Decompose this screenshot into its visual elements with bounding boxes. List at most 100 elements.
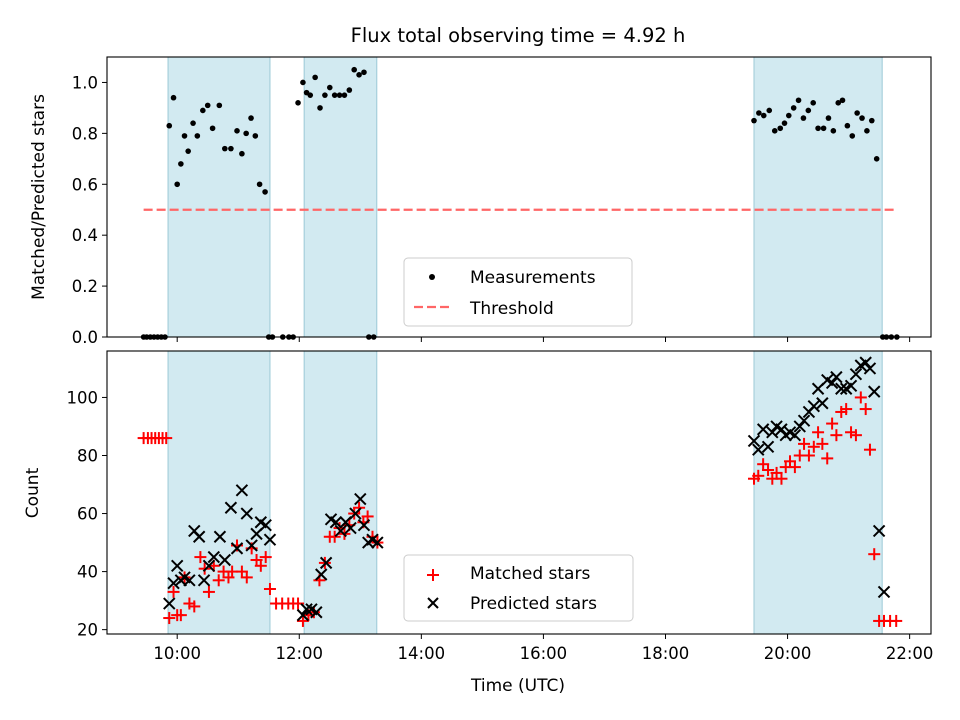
predicted-star-point [300, 603, 313, 616]
ratio-x-ticks [176, 337, 911, 342]
predicted-star-point-b [218, 553, 232, 567]
x-tick-label: 14:00 [398, 644, 446, 663]
measurement-point [234, 128, 240, 134]
predicted-star-point [213, 530, 227, 543]
observing-interval-band [303, 350, 378, 635]
predicted-star-point [197, 574, 211, 587]
observing-interval-band [167, 350, 271, 635]
measurement-point [873, 156, 880, 162]
predicted-star-point [371, 536, 384, 549]
measurement-point [185, 148, 191, 154]
predicted-star-point-b [344, 521, 357, 535]
predicted-star-point-b [235, 484, 249, 497]
predicted-star-point [259, 518, 272, 532]
matched-star-point [762, 464, 775, 477]
ratio-legend: Measurements Threshold [403, 257, 633, 327]
predicted-star-point [859, 356, 872, 369]
measurement-point [795, 97, 802, 104]
measurement-point [222, 145, 228, 152]
predicted-star-point-b [357, 518, 371, 532]
predicted-star-point-b [371, 536, 384, 549]
measurement-point [190, 120, 196, 126]
predicted-star-point-b [770, 420, 783, 433]
x-tick-label: 10:00 [153, 644, 201, 663]
measurement-point [194, 133, 201, 139]
matched-star-point [798, 437, 811, 450]
ratio-panel: 0.0 0.2 0.4 0.6 0.8 1.0 Matched/Predicted sta… [29, 56, 932, 347]
measurement-point [174, 181, 180, 188]
x-tick-label: 16:00 [520, 644, 568, 663]
matched-star-point [821, 452, 834, 465]
predicted-star-point-b [844, 379, 858, 393]
matched-legend-label: Matched stars [470, 564, 590, 584]
measurement-point [810, 100, 816, 106]
predicted-star-point-b [240, 507, 253, 520]
predicted-star-point [202, 559, 216, 572]
predicted-star-point-b [224, 501, 238, 514]
predicted-star-point-b [849, 368, 863, 381]
chart-title: Flux total observing time = 4.92 h [351, 24, 686, 47]
measurement-point [200, 107, 206, 114]
matched-star-point [160, 432, 173, 445]
measurement-point [854, 110, 860, 116]
y-tick-label: 0.0 [72, 328, 98, 347]
predicted-star-point [163, 597, 176, 610]
measurement-point [312, 74, 318, 81]
predicted-star-point [877, 585, 891, 599]
matched-star-point [163, 612, 176, 625]
predicted-legend-label: Predicted stars [470, 594, 597, 614]
matched-star-point [816, 437, 829, 450]
matched-star-point [840, 403, 853, 416]
matched-star-point [807, 440, 820, 453]
y-tick-label: 0.4 [72, 226, 98, 245]
predicted-star-point-b [167, 576, 180, 590]
predicted-star-point-b [783, 426, 797, 439]
y-tick-label: 0.2 [72, 277, 98, 296]
predicted-star-point-b [349, 507, 362, 520]
predicted-star-point [747, 434, 761, 448]
matched-star-point [353, 501, 366, 514]
y-tick-label: 0.6 [72, 175, 98, 194]
predicted-star-point-b [207, 550, 221, 564]
predicted-star-point-b [752, 443, 765, 456]
matched-star-point [802, 449, 815, 462]
predicted-star-point [235, 484, 249, 497]
measurement-point [815, 125, 821, 132]
predicted-star-point [775, 423, 788, 436]
predicted-star-point-b [830, 370, 843, 384]
predicted-star-point-b [245, 539, 258, 552]
predicted-star-point [761, 440, 775, 453]
predicted-star-point [354, 492, 367, 506]
measurement-point [300, 79, 306, 86]
predicted-star-point-b [319, 556, 333, 570]
predicted-star-point-b [329, 516, 343, 529]
count-panel: 10:00 12:00 14:00 16:00 18:00 20:00 22:00 20 40… [23, 350, 933, 696]
measurement-point [248, 115, 254, 121]
measurement-point [228, 145, 234, 152]
measurement-point [839, 97, 846, 104]
matched-star-point [826, 417, 839, 430]
measurement-point [777, 125, 784, 132]
predicted-star-point-b [254, 516, 268, 529]
predicted-star-point [334, 524, 347, 538]
predicted-star-point [296, 608, 310, 622]
predicted-star-point-b [192, 530, 206, 543]
predicted-star-point-b [202, 559, 216, 572]
predicted-star-point-b [788, 428, 802, 442]
measurement-point [805, 107, 812, 114]
measurement-point [307, 92, 314, 98]
predicted-star-point-b [863, 362, 877, 375]
predicted-star-point-b [183, 574, 196, 587]
y-tick-label: 80 [77, 446, 98, 465]
predicted-star-point-b [197, 574, 211, 587]
y-tick-label: 60 [77, 505, 98, 524]
predicted-star-point [825, 376, 839, 390]
predicted-star-point-b [835, 382, 848, 395]
predicted-star-point-b [296, 608, 310, 622]
count-y-axis-ticks: 20 40 60 80 100 [67, 388, 107, 640]
measurement-point [864, 128, 870, 134]
predicted-star-point-b [259, 518, 272, 532]
measurement-point [341, 92, 348, 98]
predicted-star-point-b [859, 356, 872, 369]
